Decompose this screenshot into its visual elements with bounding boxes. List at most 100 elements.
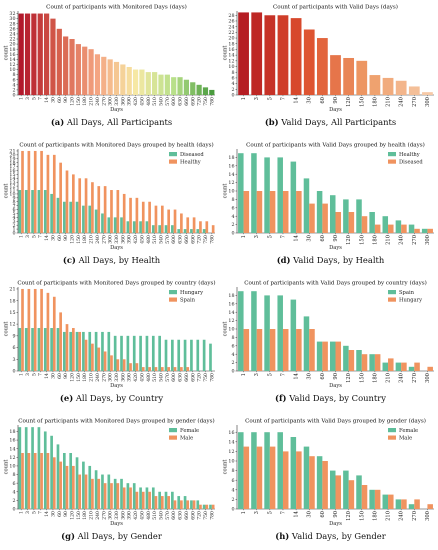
chart-d-series-1-bar-6 xyxy=(322,203,328,233)
chart-e-xtick-label-22: 540 xyxy=(158,373,164,382)
chart-a-ytick-label-16: 32 xyxy=(9,11,15,17)
chart-d-ytick-label-1: 2 xyxy=(231,222,234,228)
chart-g-xtick-label-12: 240 xyxy=(95,511,101,520)
chart-panel-g: Count of participants with Monitored Day… xyxy=(4,416,219,545)
chart-b-title: Count of participants with Valid Days (d… xyxy=(273,4,398,11)
chart-g-series-1-bar-29 xyxy=(205,504,209,509)
chart-b-bar-2 xyxy=(264,15,276,95)
chart-c-ytick-label-20: 20 xyxy=(9,152,15,158)
chart-a-bar-9 xyxy=(75,44,81,95)
chart-e-ytick-label-2: 6 xyxy=(12,345,15,351)
chart-d-xtick-label-1: 3 xyxy=(254,235,260,238)
chart-a-ytick-label-5: 10 xyxy=(9,67,15,73)
chart-c-series-1-bar-30 xyxy=(211,225,215,233)
chart-g-series-0-bar-5 xyxy=(50,435,53,509)
chart-a-xtick-label-16: 360 xyxy=(120,97,126,106)
chart-h-ytick-label-8: 16 xyxy=(228,430,234,436)
chart-d-legend-label-1: Diseased xyxy=(399,160,423,166)
chart-e-series-1-bar-20 xyxy=(148,367,151,371)
chart-g-series-0-bar-27 xyxy=(190,500,193,509)
chart-a-xtick-label-23: 570 xyxy=(165,97,171,106)
chart-b-xtick-label-14: 300 xyxy=(425,97,431,107)
caption-b-label: (b) xyxy=(264,117,279,127)
chart-c-ytick-label-7: 7 xyxy=(12,203,15,209)
chart-a-ytick-label-7: 14 xyxy=(9,57,15,63)
chart-g-series-1-bar-1 xyxy=(27,453,31,509)
chart-c-xtick-label-10: 180 xyxy=(82,235,88,244)
chart-c-xtick-label-20: 480 xyxy=(146,235,152,244)
chart-c-ytick-label-10: 10 xyxy=(9,192,15,198)
chart-e-series-1-bar-3 xyxy=(40,288,43,371)
chart-a-bar-27 xyxy=(190,82,196,95)
chart-e-xtick-label-2: 5 xyxy=(31,373,37,376)
caption-e-label: (e) xyxy=(59,393,74,403)
chart-h-xtick-label-10: 180 xyxy=(372,511,378,521)
chart-c-series-0-bar-13 xyxy=(101,213,104,233)
chart-d-ytick-label-3: 6 xyxy=(231,205,234,211)
chart-a-bar-11 xyxy=(88,49,94,95)
chart-e-series-0-bar-15 xyxy=(113,335,117,371)
chart-h-series-0-bar-2 xyxy=(264,432,270,509)
chart-g-series-1-bar-20 xyxy=(148,491,151,509)
chart-a-xtick-label-3: 7 xyxy=(38,97,44,100)
chart-g-xtick-label-9: 150 xyxy=(76,511,82,520)
chart-g-series-1-bar-14 xyxy=(110,483,113,509)
chart-a-xtick-label-20: 480 xyxy=(146,97,152,106)
chart-a-xtick-label-14: 300 xyxy=(108,97,114,106)
chart-c-series-1-bar-5 xyxy=(52,154,56,233)
chart-f-series-0-bar-2 xyxy=(264,295,270,371)
chart-a-bar-28 xyxy=(196,84,202,95)
chart-a-xtick-label-1: 3 xyxy=(25,97,31,100)
chart-c-xtick-label-26: 660 xyxy=(184,235,190,244)
chart-c-series-1-bar-21 xyxy=(154,205,158,233)
chart-c-ytick-label-1: 1 xyxy=(12,227,15,233)
chart-b-ytick-label-6: 12 xyxy=(228,58,234,64)
chart-d-ylabel: count xyxy=(223,183,229,199)
chart-e-series-0-bar-17 xyxy=(126,335,130,371)
chart-e-legend: Hungary Spain xyxy=(169,290,203,304)
chart-g-ytick-label-2: 4 xyxy=(12,489,15,495)
chart-e-xtick-label-18: 420 xyxy=(133,373,139,382)
chart-c-series-0-bar-22 xyxy=(158,225,161,233)
chart-e-series-1-bar-24 xyxy=(173,367,177,371)
chart-a-bar-8 xyxy=(69,39,75,95)
chart-f-series-1-bar-4 xyxy=(296,329,302,371)
chart-h-ytick-label-4: 8 xyxy=(231,468,234,474)
chart-g-ytick-label-5: 10 xyxy=(9,464,15,470)
chart-c-series-0-bar-7 xyxy=(62,201,66,233)
chart-g-series-1-bar-30 xyxy=(211,504,215,509)
chart-f-ytick-label-7: 14 xyxy=(228,310,234,316)
chart-d-series-1-bar-2 xyxy=(269,191,276,233)
chart-d-series-1-bar-0 xyxy=(243,191,250,233)
chart-g-xtick-label-25: 630 xyxy=(178,511,184,520)
chart-g-series-1-bar-11 xyxy=(91,478,94,509)
chart-h-xtick-label-5: 30 xyxy=(307,511,313,518)
chart-f-xtick-label-6: 60 xyxy=(320,373,326,380)
chart-f-series-0-bar-11 xyxy=(382,362,389,371)
caption-c: (c) All Days, by Health xyxy=(4,255,219,265)
chart-e-series-1-bar-19 xyxy=(141,367,145,371)
chart-g-series-0-bar-8 xyxy=(69,453,73,509)
chart-f-series-0-bar-3 xyxy=(277,295,283,371)
chart-c-xtick-label-1: 3 xyxy=(25,235,31,238)
chart-g-series-0-bar-26 xyxy=(183,496,187,509)
chart-a-bar-26 xyxy=(183,79,190,95)
chart-e-ytick-label-0: 0 xyxy=(12,369,15,375)
chart-f-xtick-label-3: 7 xyxy=(280,373,286,376)
chart-c-series-1-bar-26 xyxy=(186,217,190,233)
chart-a-ylabel: count xyxy=(4,45,10,61)
chart-e-ylabel: count xyxy=(4,321,10,337)
chart-g-ytick-label-6: 12 xyxy=(9,455,15,461)
chart-a-bar-10 xyxy=(82,46,88,95)
chart-c-legend-label-0: Diseased xyxy=(180,152,204,158)
chart-e-ytick-label-7: 21 xyxy=(9,287,15,293)
chart-a-bar-5 xyxy=(50,18,56,95)
caption-b-text: Valid Days, All Participants xyxy=(281,117,397,127)
chart-f-xtick-label-9: 150 xyxy=(359,373,365,383)
chart-b-xtick-label-4: 14 xyxy=(294,96,300,103)
chart-e-series-1-bar-8 xyxy=(72,328,75,371)
chart-a-xtick-label-19: 450 xyxy=(139,97,145,106)
chart-b-ytick-label-8: 16 xyxy=(228,47,234,53)
chart-b-ytick-label-1: 2 xyxy=(231,87,234,93)
chart-d-series-1-bar-11 xyxy=(388,224,394,233)
